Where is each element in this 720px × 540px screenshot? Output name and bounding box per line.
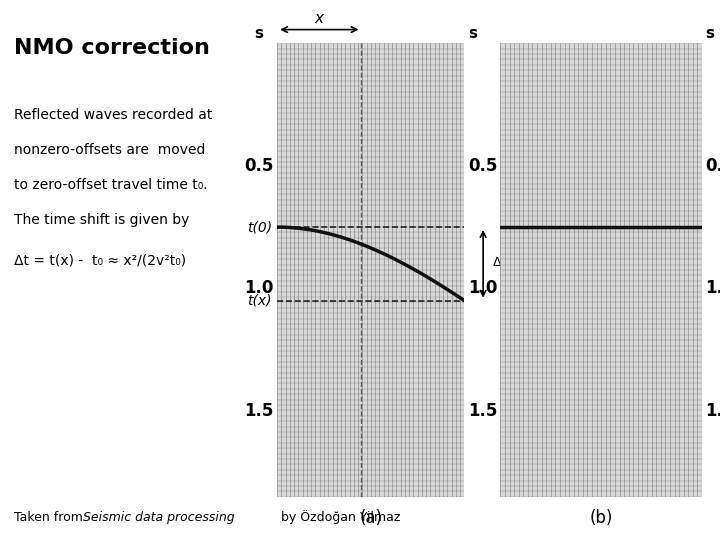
Text: $\Delta t_{NMO}$: $\Delta t_{NMO}$: [492, 256, 528, 272]
Text: s: s: [706, 25, 714, 40]
Text: Reflected waves recorded at: Reflected waves recorded at: [14, 108, 213, 122]
Text: Seismic data processing: Seismic data processing: [83, 511, 235, 524]
Text: NMO correction: NMO correction: [14, 38, 210, 58]
Text: 0.5: 0.5: [468, 157, 498, 175]
Text: nonzero-offsets are  moved: nonzero-offsets are moved: [14, 143, 206, 157]
Text: t(x): t(x): [247, 294, 271, 308]
Text: 0.5: 0.5: [245, 157, 274, 175]
Text: 1.0: 1.0: [245, 279, 274, 298]
Text: s: s: [255, 25, 264, 40]
Text: 1.5: 1.5: [468, 402, 498, 420]
Text: x: x: [315, 11, 324, 26]
Text: 1.0: 1.0: [706, 279, 720, 298]
Text: 1.0: 1.0: [468, 279, 498, 298]
Text: (b): (b): [590, 509, 613, 528]
Text: Taken from: Taken from: [14, 511, 87, 524]
Text: 1.5: 1.5: [706, 402, 720, 420]
Text: t(0): t(0): [247, 220, 271, 234]
Text: (a): (a): [359, 509, 382, 528]
Text: The time shift is given by: The time shift is given by: [14, 213, 190, 227]
Text: by Özdoğan Yilmaz: by Özdoğan Yilmaz: [277, 510, 400, 524]
Text: 1.5: 1.5: [245, 402, 274, 420]
Text: Δt = t(x) -  t₀ ≈ x²/(2v²t₀): Δt = t(x) - t₀ ≈ x²/(2v²t₀): [14, 254, 186, 268]
Text: s: s: [468, 25, 477, 40]
Text: 0.5: 0.5: [706, 157, 720, 175]
Text: to zero-offset travel time t₀.: to zero-offset travel time t₀.: [14, 178, 208, 192]
